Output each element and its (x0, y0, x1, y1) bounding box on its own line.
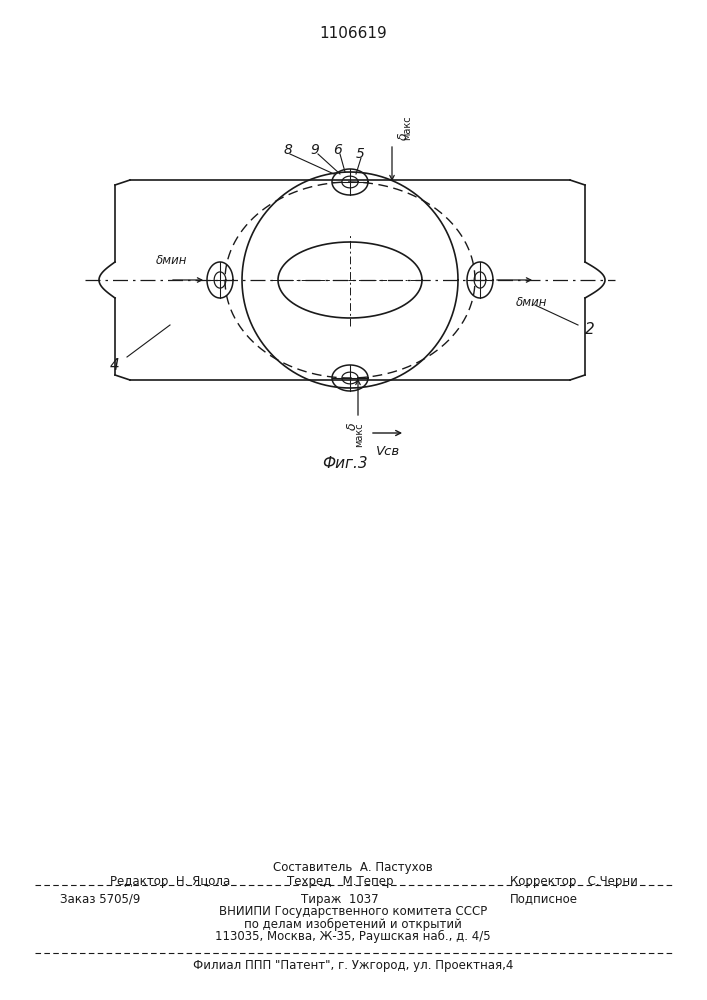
Text: Заказ 5705/9: Заказ 5705/9 (60, 892, 141, 906)
Text: δмин: δмин (516, 296, 548, 308)
Text: Корректор   С.Черни: Корректор С.Черни (510, 874, 638, 888)
Text: макс: макс (354, 422, 364, 447)
Text: Составитель  А. Пастухов: Составитель А. Пастухов (273, 861, 433, 874)
Text: 2: 2 (585, 322, 595, 338)
Text: Тираж  1037: Тираж 1037 (301, 892, 379, 906)
Text: макс: макс (402, 115, 412, 140)
Text: δ: δ (346, 422, 358, 430)
Text: 4: 4 (110, 358, 120, 372)
Text: δмин: δмин (156, 253, 187, 266)
Text: 8: 8 (284, 143, 293, 157)
Text: по делам изобретений и открытий: по делам изобретений и открытий (244, 917, 462, 931)
Text: Фиг.3: Фиг.3 (322, 456, 368, 471)
Text: ВНИИПИ Государственного комитета СССР: ВНИИПИ Государственного комитета СССР (219, 906, 487, 918)
Text: Техред   М.Тепер: Техред М.Тепер (287, 874, 393, 888)
Text: 6: 6 (334, 143, 342, 157)
Text: 5: 5 (356, 147, 364, 161)
Text: Подписное: Подписное (510, 892, 578, 906)
Text: δ: δ (397, 132, 410, 140)
Text: 113035, Москва, Ж-35, Раушская наб., д. 4/5: 113035, Москва, Ж-35, Раушская наб., д. … (215, 929, 491, 943)
Text: 1106619: 1106619 (319, 25, 387, 40)
Text: Редактор  Н. Яцола: Редактор Н. Яцола (110, 874, 230, 888)
Text: Филиал ППП "Патент", г. Ужгород, ул. Проектная,4: Филиал ППП "Патент", г. Ужгород, ул. Про… (193, 960, 513, 972)
Text: 9: 9 (310, 143, 320, 157)
Text: Vсв: Vсв (376, 445, 400, 458)
